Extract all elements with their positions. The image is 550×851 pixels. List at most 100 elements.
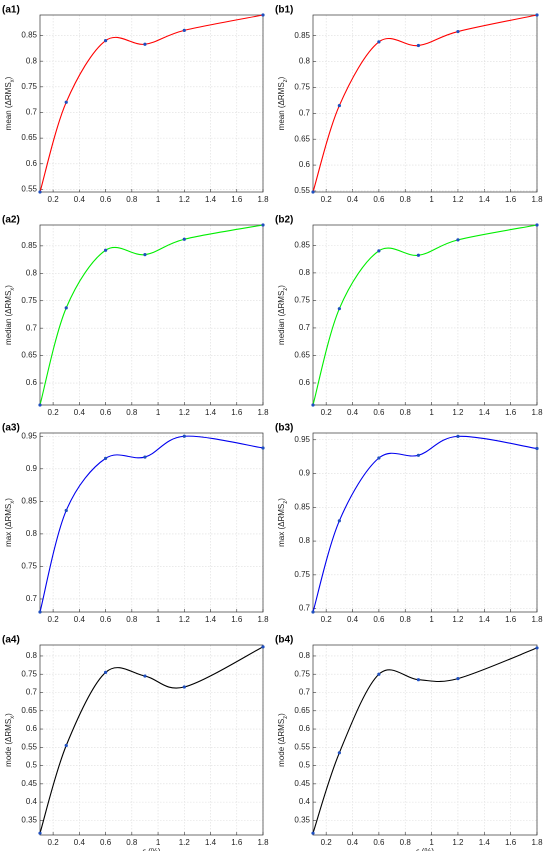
x-tick-label: 1 [429,838,434,847]
y-axis-label-part: median (ΔRMS [277,291,286,345]
y-tick-label: 0.75 [294,83,310,92]
y-axis-label-part: ) [4,76,13,79]
x-tick-label: 0.4 [347,195,359,204]
marker [337,307,341,311]
y-axis-label-part: z [283,501,289,504]
marker [535,646,539,650]
y-tick-label: 0.7 [299,108,311,117]
curve [39,14,264,193]
y-tick-label: 0.65 [294,706,310,715]
y-tick-label: 0.55 [21,742,37,751]
panel-label: (a4) [2,635,20,646]
y-tick-label: 0.6 [26,159,38,168]
y-tick-label: 0.8 [26,268,38,277]
marker [261,13,265,17]
x-tick-label: 1.6 [505,408,517,417]
plot-frame [312,224,538,406]
y-axis-label-part: z [283,79,289,82]
plot-area [40,645,263,835]
y-axis-label-part: mean (ΔRMS [4,82,13,130]
marker [535,13,539,17]
x-tick-label: 1.6 [505,615,517,624]
x-tick-label: 1.8 [257,408,269,417]
marker [456,677,460,681]
marker [64,743,68,748]
x-tick-label: 1.2 [452,408,464,417]
y-tick-label: 0.85 [294,502,310,511]
x-tick-label: 1.8 [257,615,269,624]
y-tick-label: 0.7 [26,594,38,603]
x-tick-label: 0.2 [321,615,333,624]
plot-frame [312,14,538,193]
x-tick-label: 0.2 [48,195,60,204]
y-tick-label: 0.35 [21,815,37,824]
marker [182,434,186,438]
x-tick-label: 0.8 [126,838,138,847]
y-axis-label-part: mode (ΔRMS [277,719,286,767]
y-tick-label: 0.7 [299,604,311,613]
x-tick-label: 1.8 [531,195,543,204]
x-tick-label: 1.6 [231,615,243,624]
y-tick-label: 0.75 [294,669,310,678]
x-tick-label: 1.6 [505,195,517,204]
marker [143,253,147,257]
plot-frame [39,644,264,836]
marker [311,831,315,835]
y-tick-label: 0.35 [294,815,310,824]
marker [64,306,68,310]
y-axis-label-part: max (ΔRMS [277,504,286,547]
y-axis-label: max (ΔRMSz) [277,498,288,547]
y-axis-label-part: ) [4,285,13,288]
y-axis-label-part: mode (ΔRMS [4,719,13,767]
x-tick-label: 0.8 [400,195,412,204]
x-tick-label: 0.6 [100,838,112,847]
panel-label: (b3) [275,423,293,434]
y-tick-label: 0.7 [299,323,311,332]
x-tick-label: 1.6 [231,408,243,417]
x-tick-label: 1.2 [452,615,464,624]
y-tick-label: 0.75 [294,570,310,579]
y-tick-label: 0.85 [294,240,310,249]
y-axis-label-part: z [283,716,289,719]
y-axis-label: mode (ΔRMSz) [277,713,288,767]
marker [416,453,421,457]
y-tick-label: 0.65 [21,133,37,142]
x-tick-label: 1.4 [479,195,491,204]
x-axis-label: ϵ (%) [416,847,435,851]
y-tick-label: 0.8 [26,529,38,538]
y-axis-label-part: max (ΔRMS [4,504,13,547]
x-tick-label: 0.8 [400,408,412,417]
y-tick-label: 0.95 [294,435,310,444]
y-tick-label: 0.6 [299,160,311,169]
y-tick-label: 0.9 [299,469,311,478]
marker [38,190,42,194]
marker [143,455,147,459]
y-tick-label: 0.65 [21,706,37,715]
y-tick-label: 0.75 [21,82,37,91]
plot-area [40,15,263,192]
marker [103,248,108,252]
x-tick-label: 0.2 [48,838,60,847]
x-tick-label: 1.4 [205,838,217,847]
x-tick-label: 1.8 [531,408,543,417]
y-axis-label-part: z [283,288,289,291]
marker [535,223,539,227]
marker [416,678,421,682]
marker [38,610,42,614]
y-tick-label: 0.6 [26,724,38,733]
x-tick-label: 0.2 [321,838,333,847]
panel-label: (b2) [275,215,293,226]
marker [377,249,381,253]
marker [377,40,381,44]
y-tick-label: 0.75 [21,296,37,305]
x-tick-label: 1.4 [479,408,491,417]
marker [103,456,108,460]
x-tick-label: 1.6 [231,195,243,204]
x-tick-label: 0.4 [74,838,86,847]
y-tick-label: 0.7 [26,323,38,332]
x-tick-label: 0.4 [347,408,359,417]
x-tick-label: 0.6 [100,615,112,624]
y-axis-label: mode (ΔRMSx) [4,713,15,767]
y-axis-label-part: median (ΔRMS [4,291,13,345]
marker [311,190,315,194]
